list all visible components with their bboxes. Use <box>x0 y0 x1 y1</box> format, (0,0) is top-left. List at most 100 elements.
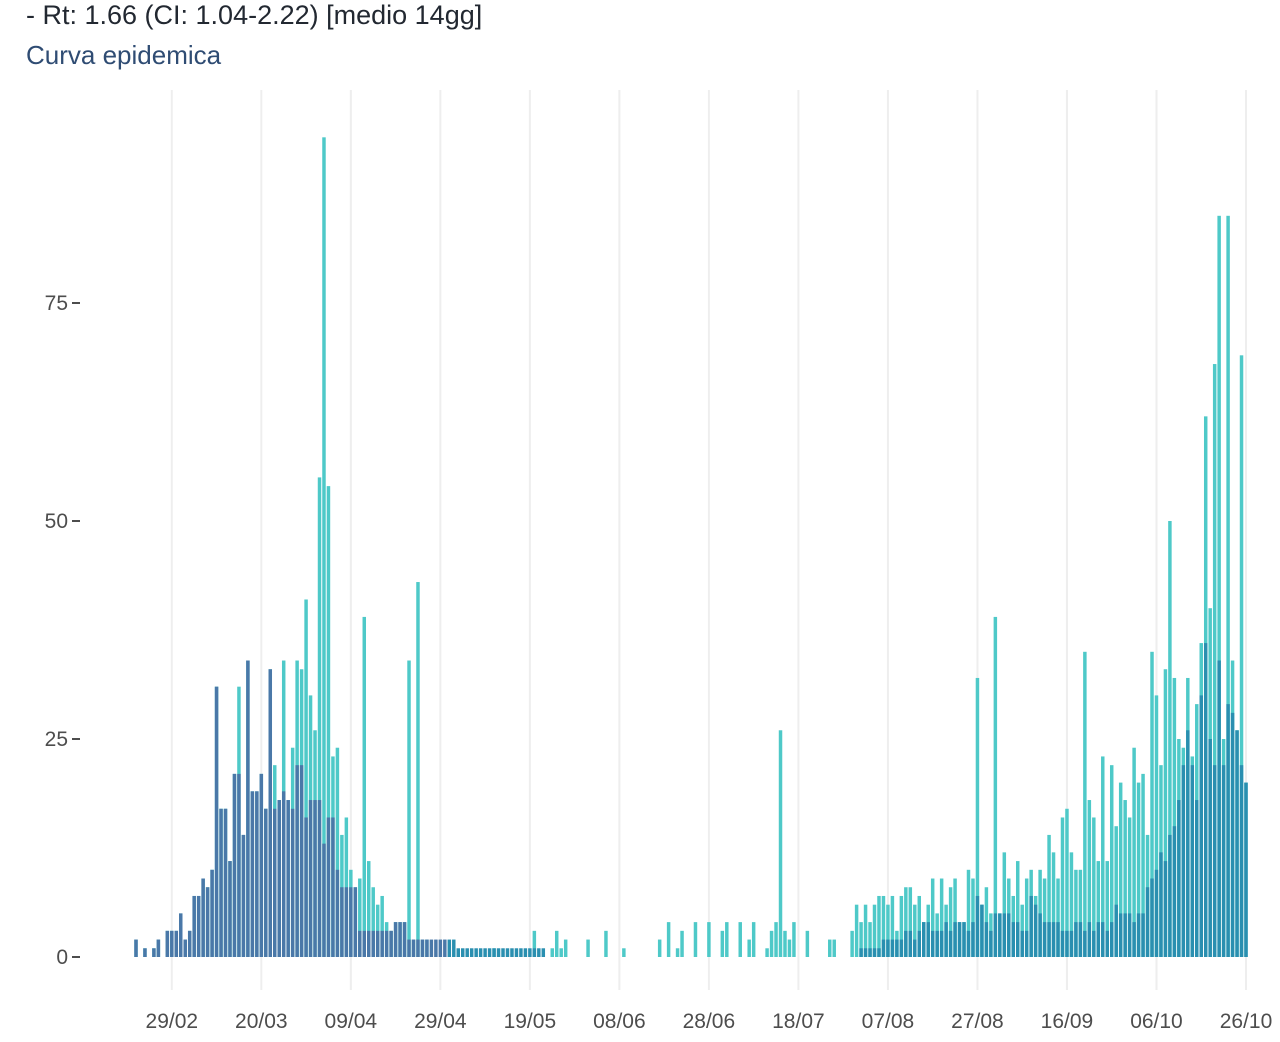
bar-total <box>335 747 340 957</box>
bar-total <box>532 930 537 957</box>
bar-segment <box>966 930 971 957</box>
bar-segment <box>1221 765 1226 957</box>
bar-total <box>1096 861 1101 957</box>
bar-total <box>1087 800 1092 957</box>
bar-total <box>787 939 792 957</box>
bar-total <box>1132 747 1136 957</box>
y-tick-label: 25 <box>45 728 68 751</box>
bar-segment <box>1087 922 1092 957</box>
bar-segment <box>460 948 465 957</box>
bar-segment <box>299 765 304 957</box>
bar-segment <box>425 939 429 957</box>
bar-total <box>899 895 904 957</box>
bar-total <box>1118 782 1123 957</box>
bar-segment <box>1141 913 1145 957</box>
bar-segment <box>537 948 541 957</box>
bar-segment <box>187 930 192 957</box>
bar-total <box>380 895 384 957</box>
bar-segment <box>1136 913 1141 957</box>
bar-total <box>1101 756 1105 957</box>
bar-segment <box>541 948 546 957</box>
chart-subtitle: Curva epidemica <box>26 40 222 70</box>
bar-total <box>1020 904 1024 957</box>
bar-segment <box>953 922 957 957</box>
bar-total <box>1051 852 1056 957</box>
bar-segment <box>510 948 514 957</box>
bar-total <box>868 922 872 957</box>
bar-segment <box>496 948 501 957</box>
bar-segment <box>228 861 232 957</box>
bar-segment <box>1239 765 1244 957</box>
bar-segment <box>904 930 908 957</box>
bar-segment <box>1092 930 1096 957</box>
bar-total <box>850 930 854 957</box>
bar-segment <box>890 939 895 957</box>
bar-segment <box>895 939 899 957</box>
bar-total <box>720 930 725 957</box>
bar-total <box>1217 215 1221 958</box>
bar-segment <box>917 930 922 957</box>
bar-segment <box>237 773 241 957</box>
bar-segment <box>1181 765 1186 957</box>
bar-total <box>783 930 787 957</box>
x-tick-label: 29/04 <box>414 1010 467 1033</box>
bar-segment <box>1033 904 1038 957</box>
bar-total <box>1105 861 1109 957</box>
bar-segment <box>1015 922 1020 957</box>
bar-segment <box>1109 922 1114 957</box>
bar-segment <box>881 939 886 957</box>
bar-segment <box>483 948 487 957</box>
bar-segment <box>1042 922 1047 957</box>
bar-segment <box>250 791 255 957</box>
bar-segment <box>528 948 532 957</box>
bar-segment <box>1244 782 1248 957</box>
gridlines <box>170 90 1247 990</box>
bar-segment <box>993 913 998 957</box>
y-tick-label: 75 <box>45 292 68 315</box>
bar-segment <box>456 948 460 957</box>
bar-total <box>1150 651 1154 957</box>
bar-segment <box>219 808 223 957</box>
bar-segment <box>241 834 246 957</box>
bar-total <box>890 895 895 957</box>
x-tick-label: 28/06 <box>683 1010 736 1033</box>
x-tick-label: 29/02 <box>146 1010 199 1033</box>
bar-segment <box>1172 826 1177 957</box>
bar-total <box>304 599 308 957</box>
bar-total <box>559 948 563 957</box>
bar-total <box>904 887 908 957</box>
bar-segment <box>192 895 196 957</box>
bar-segment <box>170 930 174 957</box>
bar-segment <box>268 669 273 957</box>
bar-segment <box>326 817 331 957</box>
bar-segment <box>975 895 980 957</box>
bar-total <box>322 137 326 957</box>
bar-segment <box>474 948 478 957</box>
bar-segment <box>438 939 443 957</box>
bar-segment <box>1190 765 1195 957</box>
bar-total <box>1109 765 1114 957</box>
bar-total <box>657 939 662 957</box>
bar-segment <box>1024 930 1029 957</box>
bar-segment <box>1038 913 1042 957</box>
bar-total <box>765 948 769 957</box>
bar-segment <box>313 800 317 957</box>
bar-segment <box>1060 930 1065 957</box>
bar-total <box>604 930 608 957</box>
bar-total <box>854 904 859 957</box>
bar-total <box>1092 817 1096 957</box>
bar-segment <box>304 817 308 957</box>
bar-total <box>792 922 796 957</box>
bar-total <box>805 930 810 957</box>
bar-total <box>416 582 420 957</box>
bar-total <box>975 677 980 957</box>
x-tick-label: 18/07 <box>772 1010 825 1033</box>
bar-segment <box>922 922 926 957</box>
bar-segment <box>295 765 299 957</box>
bar-segment <box>886 939 890 957</box>
bar-segment <box>962 922 966 957</box>
y-tick-label: 50 <box>45 510 68 533</box>
x-tick-label: 08/06 <box>593 1010 646 1033</box>
bar-segment <box>908 930 913 957</box>
bar-total <box>1042 878 1047 957</box>
